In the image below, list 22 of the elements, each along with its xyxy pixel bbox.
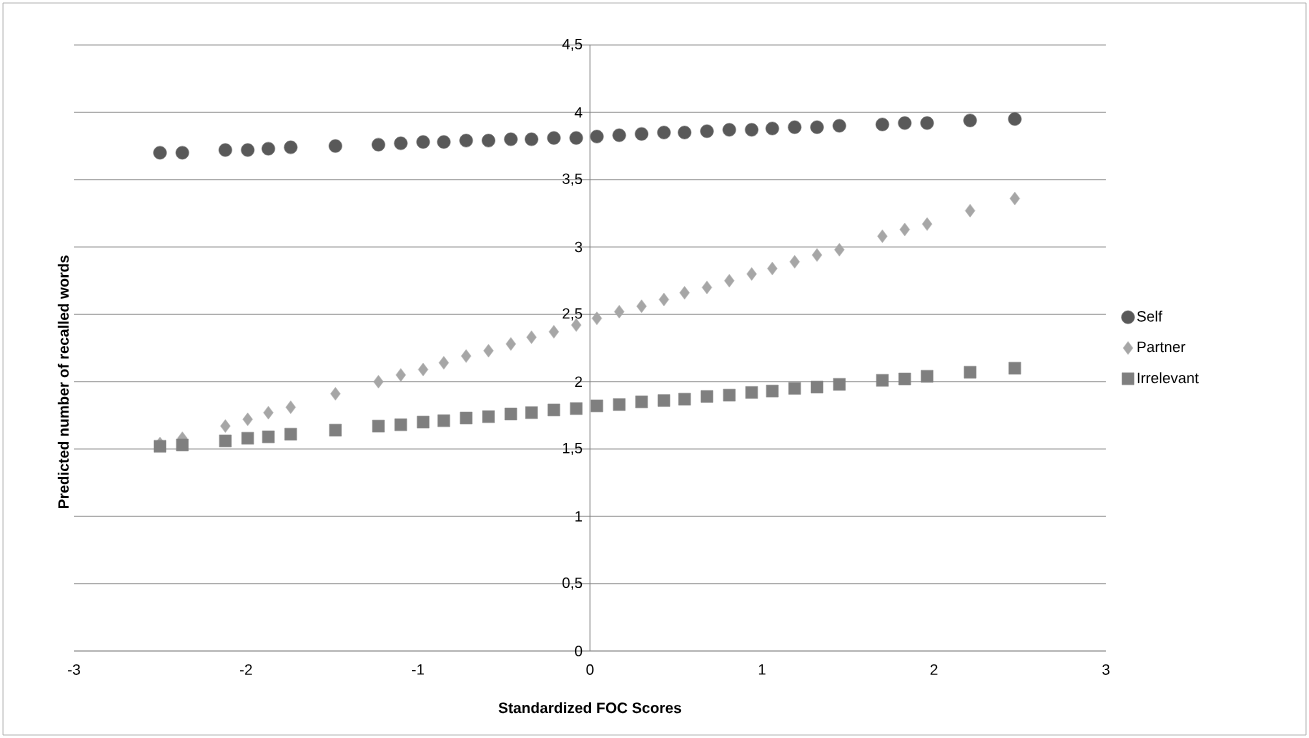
y-tick-label: 2 bbox=[575, 376, 582, 387]
y-tick-label: 4 bbox=[574, 107, 583, 118]
x-tick-label: 3 bbox=[1102, 664, 1110, 675]
x-tick-label: 2 bbox=[930, 664, 938, 675]
y-tick-label: 0 bbox=[574, 645, 583, 657]
x-tick-label: -1 bbox=[412, 664, 424, 675]
x-axis-title: Standardized FOC Scores bbox=[498, 702, 682, 714]
legend-label: Irrelevant bbox=[1137, 372, 1199, 384]
x-tick-label: -3 bbox=[68, 664, 80, 675]
legend-label: Partner bbox=[1137, 341, 1186, 353]
y-tick-label: 0,5 bbox=[562, 577, 583, 590]
y-axis-title: Predicted number of recalled words bbox=[57, 255, 69, 509]
x-tick-label: 0 bbox=[586, 664, 594, 675]
y-tick-label: 4,5 bbox=[562, 38, 583, 52]
y-tick-label: 3,5 bbox=[562, 173, 583, 186]
x-tick-label: 1 bbox=[758, 664, 766, 675]
y-tick-label: 3 bbox=[574, 241, 583, 253]
y-tick-label: 1,5 bbox=[563, 442, 583, 456]
legend-label: Self bbox=[1137, 310, 1163, 322]
x-tick-label: -2 bbox=[240, 664, 252, 675]
y-tick-label: 2,5 bbox=[562, 308, 583, 321]
y-tick-label: 1 bbox=[575, 511, 582, 522]
